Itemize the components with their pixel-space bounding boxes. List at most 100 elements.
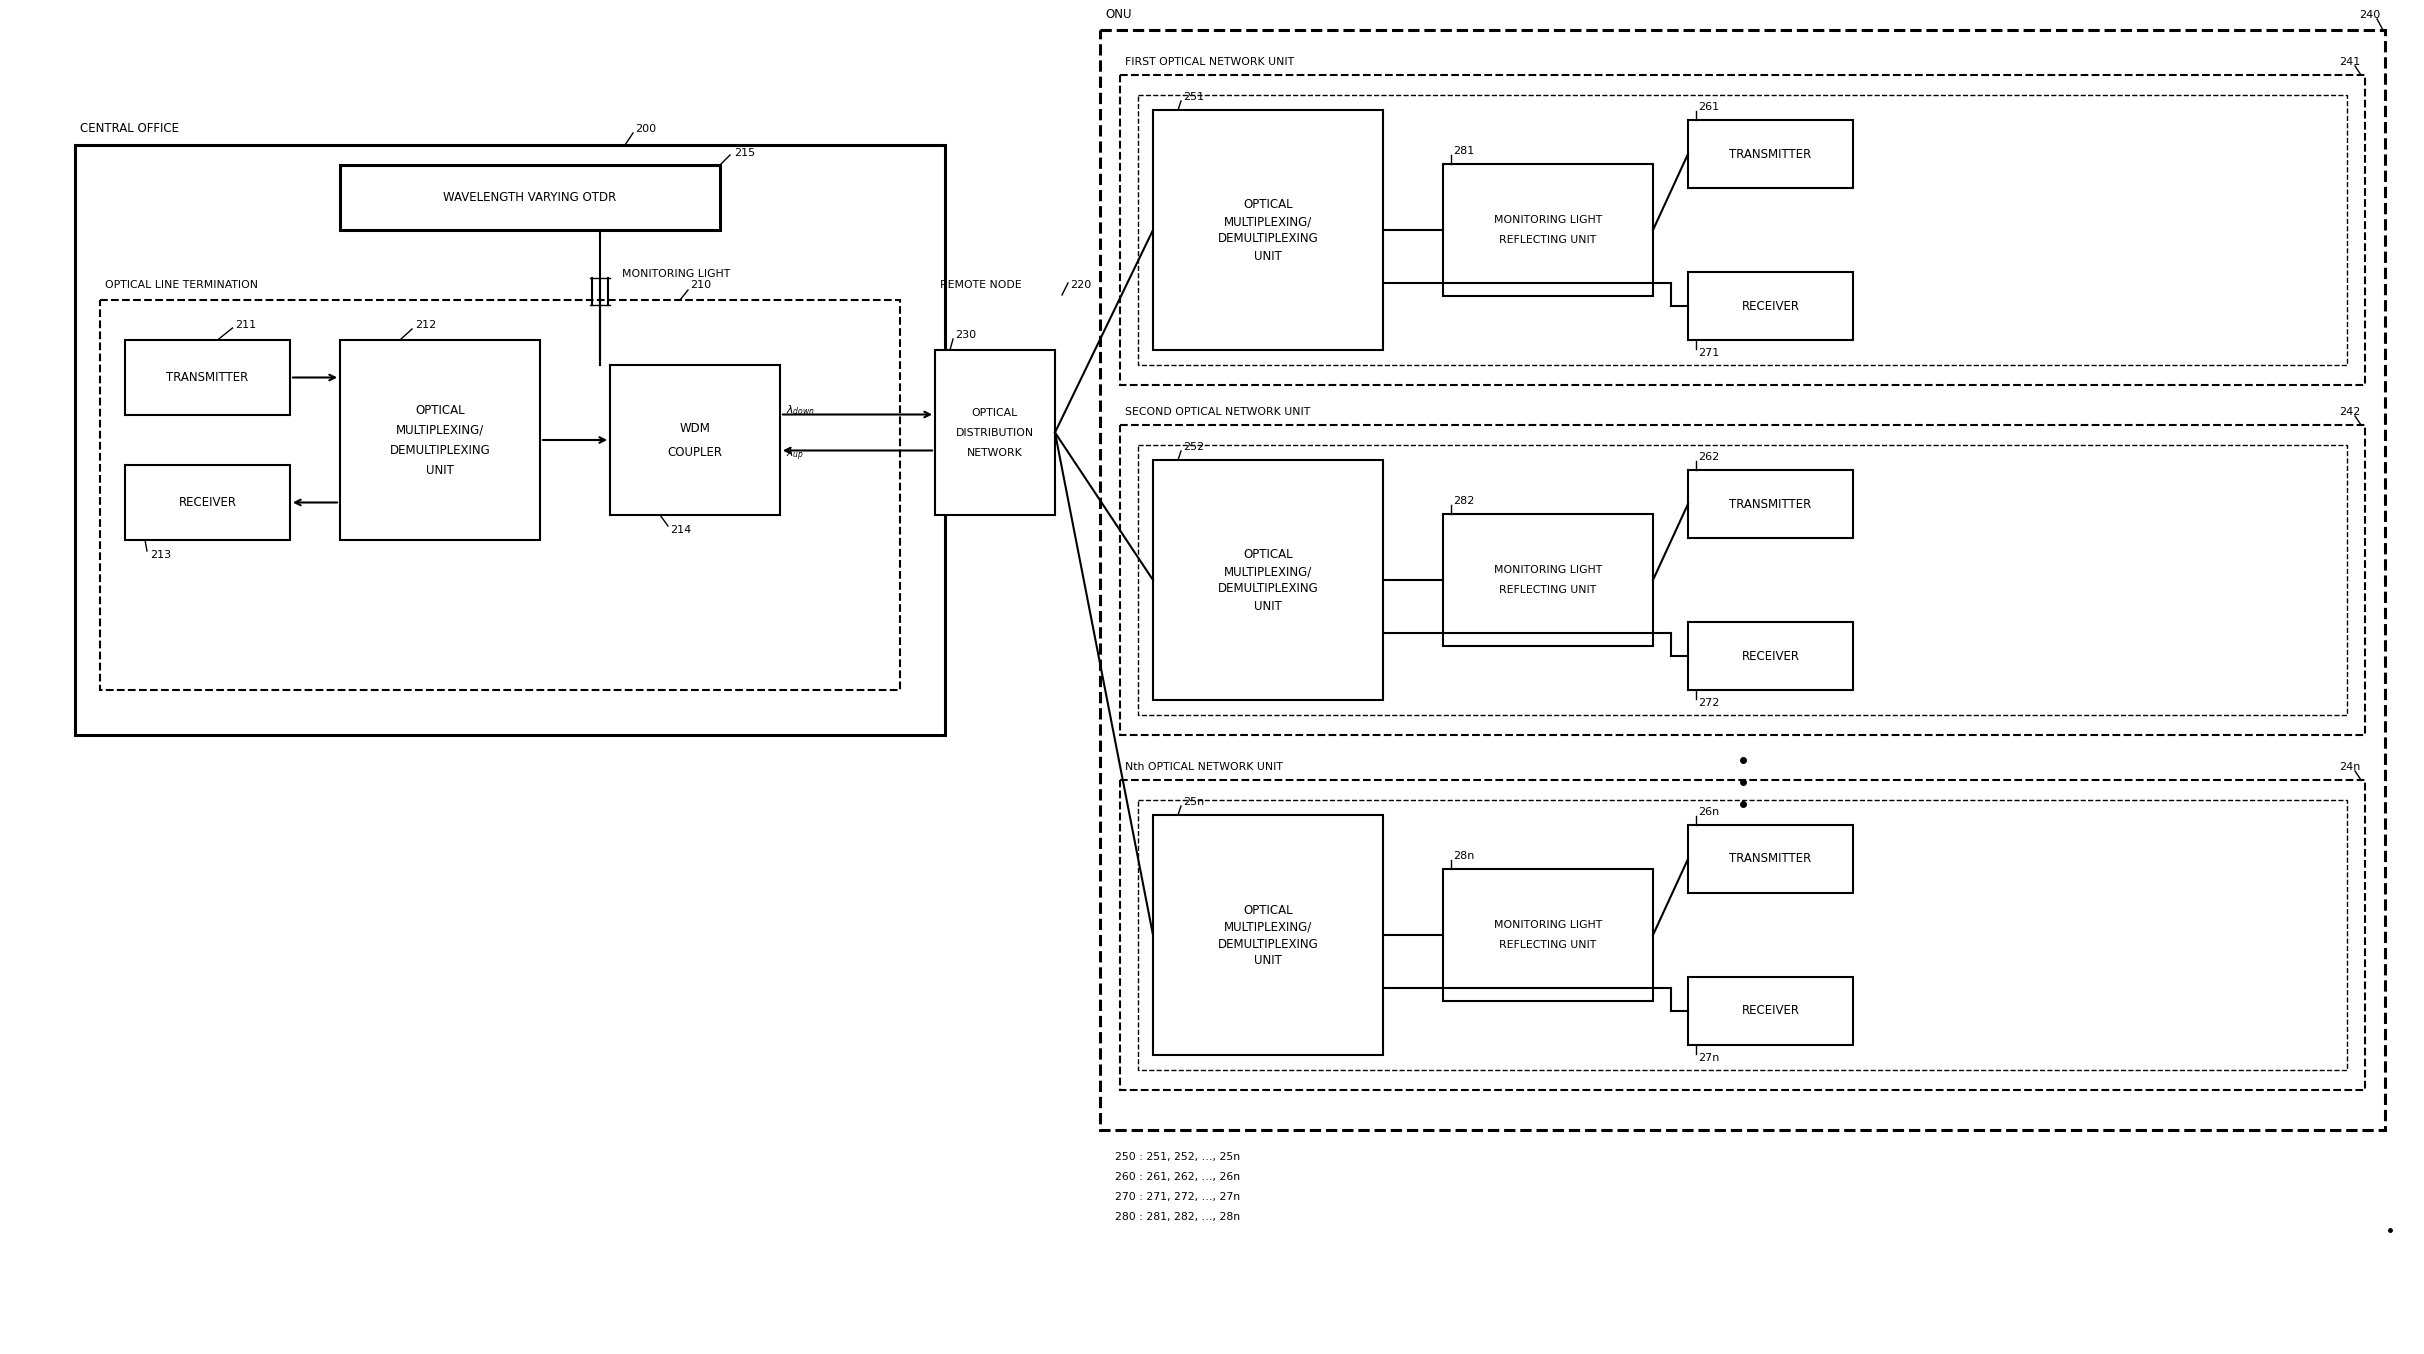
Text: DEMULTIPLEXING: DEMULTIPLEXING xyxy=(1217,233,1319,245)
Text: UNIT: UNIT xyxy=(1253,955,1282,968)
Text: MONITORING LIGHT: MONITORING LIGHT xyxy=(1493,919,1602,930)
Text: 261: 261 xyxy=(1697,102,1719,112)
Text: REFLECTING UNIT: REFLECTING UNIT xyxy=(1500,940,1597,951)
Text: 215: 215 xyxy=(734,148,756,158)
Text: REMOTE NODE: REMOTE NODE xyxy=(941,280,1021,290)
Text: 252: 252 xyxy=(1183,441,1205,452)
Text: 241: 241 xyxy=(2339,57,2361,66)
Bar xyxy=(1687,978,1852,1045)
Bar xyxy=(1442,515,1653,646)
Text: 270 : 271, 272, …, 27n: 270 : 271, 272, …, 27n xyxy=(1115,1192,1241,1202)
Text: 24n: 24n xyxy=(2339,762,2361,772)
Text: 214: 214 xyxy=(669,525,691,535)
Text: 240: 240 xyxy=(2359,9,2380,20)
Text: DEMULTIPLEXING: DEMULTIPLEXING xyxy=(1217,582,1319,596)
Bar xyxy=(1154,815,1384,1055)
Text: 27n: 27n xyxy=(1697,1053,1719,1063)
Text: 26n: 26n xyxy=(1697,807,1719,816)
Bar xyxy=(1137,800,2346,1070)
Text: ONU: ONU xyxy=(1105,8,1132,22)
Text: 200: 200 xyxy=(635,125,657,134)
Bar xyxy=(1120,780,2366,1090)
Text: MULTIPLEXING/: MULTIPLEXING/ xyxy=(1224,566,1311,578)
Bar xyxy=(1687,121,1852,188)
Bar xyxy=(1137,445,2346,715)
Bar xyxy=(1120,425,2366,735)
Text: TRANSMITTER: TRANSMITTER xyxy=(1728,497,1811,510)
Text: MONITORING LIGHT: MONITORING LIGHT xyxy=(1493,215,1602,225)
Text: MULTIPLEXING/: MULTIPLEXING/ xyxy=(1224,215,1311,229)
Text: 211: 211 xyxy=(235,320,257,330)
Bar xyxy=(936,349,1054,515)
Text: OPTICAL LINE TERMINATION: OPTICAL LINE TERMINATION xyxy=(104,280,257,290)
Text: 251: 251 xyxy=(1183,92,1205,102)
Bar xyxy=(126,464,291,540)
Bar xyxy=(339,340,541,540)
Text: 280 : 281, 282, …, 28n: 280 : 281, 282, …, 28n xyxy=(1115,1212,1241,1223)
Bar xyxy=(1137,95,2346,366)
Text: SECOND OPTICAL NETWORK UNIT: SECOND OPTICAL NETWORK UNIT xyxy=(1125,408,1311,417)
Bar xyxy=(1120,74,2366,385)
Text: 230: 230 xyxy=(955,330,977,340)
Bar xyxy=(1687,621,1852,691)
Text: OPTICAL: OPTICAL xyxy=(1244,199,1292,211)
Text: 25n: 25n xyxy=(1183,798,1205,807)
Text: TRANSMITTER: TRANSMITTER xyxy=(167,371,250,385)
Text: UNIT: UNIT xyxy=(1253,600,1282,612)
Text: 212: 212 xyxy=(415,320,436,330)
Text: DEMULTIPLEXING: DEMULTIPLEXING xyxy=(390,444,490,456)
Bar xyxy=(1100,30,2385,1131)
Bar xyxy=(1154,110,1384,349)
Text: MULTIPLEXING/: MULTIPLEXING/ xyxy=(1224,921,1311,933)
Text: TRANSMITTER: TRANSMITTER xyxy=(1728,853,1811,865)
Text: OPTICAL: OPTICAL xyxy=(1244,548,1292,562)
Text: UNIT: UNIT xyxy=(1253,249,1282,263)
Text: 272: 272 xyxy=(1697,699,1719,708)
Text: FIRST OPTICAL NETWORK UNIT: FIRST OPTICAL NETWORK UNIT xyxy=(1125,57,1294,66)
Bar xyxy=(75,145,945,735)
Text: 242: 242 xyxy=(2339,408,2361,417)
Bar xyxy=(126,340,291,414)
Text: $\lambda_{up}$: $\lambda_{up}$ xyxy=(785,447,805,463)
Text: WAVELENGTH VARYING OTDR: WAVELENGTH VARYING OTDR xyxy=(444,191,616,204)
Text: Nth OPTICAL NETWORK UNIT: Nth OPTICAL NETWORK UNIT xyxy=(1125,762,1282,772)
Text: CENTRAL OFFICE: CENTRAL OFFICE xyxy=(80,122,179,135)
Text: DISTRIBUTION: DISTRIBUTION xyxy=(955,428,1035,437)
Bar xyxy=(611,366,781,515)
Text: REFLECTING UNIT: REFLECTING UNIT xyxy=(1500,236,1597,245)
Text: DEMULTIPLEXING: DEMULTIPLEXING xyxy=(1217,937,1319,951)
Bar xyxy=(1687,272,1852,340)
Text: UNIT: UNIT xyxy=(427,463,453,477)
Text: 28n: 28n xyxy=(1452,852,1474,861)
Text: REFLECTING UNIT: REFLECTING UNIT xyxy=(1500,585,1597,594)
Text: MONITORING LIGHT: MONITORING LIGHT xyxy=(1493,565,1602,575)
Text: 250 : 251, 252, …, 25n: 250 : 251, 252, …, 25n xyxy=(1115,1152,1241,1162)
Text: 213: 213 xyxy=(150,550,172,561)
Bar xyxy=(1442,164,1653,297)
Bar xyxy=(1687,470,1852,538)
Text: OPTICAL: OPTICAL xyxy=(1244,903,1292,917)
Text: OPTICAL: OPTICAL xyxy=(415,403,465,417)
Bar xyxy=(99,301,899,691)
Text: MULTIPLEXING/: MULTIPLEXING/ xyxy=(395,424,485,436)
Text: RECEIVER: RECEIVER xyxy=(179,496,238,509)
Text: 281: 281 xyxy=(1452,146,1474,156)
Bar xyxy=(339,165,720,230)
Text: 262: 262 xyxy=(1697,452,1719,462)
Bar xyxy=(1154,460,1384,700)
Text: MONITORING LIGHT: MONITORING LIGHT xyxy=(623,269,730,279)
Text: COUPLER: COUPLER xyxy=(667,445,722,459)
Text: WDM: WDM xyxy=(679,421,710,435)
Text: RECEIVER: RECEIVER xyxy=(1740,299,1799,313)
Text: NETWORK: NETWORK xyxy=(967,448,1023,458)
Text: $\lambda_{down}$: $\lambda_{down}$ xyxy=(785,403,814,417)
Text: 210: 210 xyxy=(691,280,710,290)
Text: 271: 271 xyxy=(1697,348,1719,357)
Text: RECEIVER: RECEIVER xyxy=(1740,650,1799,662)
Bar xyxy=(1442,869,1653,1001)
Bar xyxy=(1687,825,1852,894)
Text: RECEIVER: RECEIVER xyxy=(1740,1005,1799,1017)
Text: 282: 282 xyxy=(1452,496,1474,506)
Text: 220: 220 xyxy=(1069,280,1091,290)
Text: TRANSMITTER: TRANSMITTER xyxy=(1728,148,1811,161)
